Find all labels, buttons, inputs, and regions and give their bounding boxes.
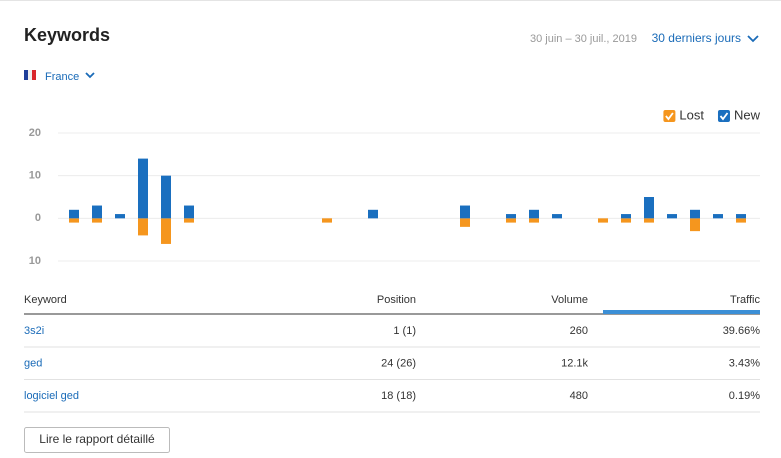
button-label[interactable]: Lire le rapport détaillé: [39, 432, 155, 446]
table-cell: 18 (18): [381, 390, 416, 402]
bar: [667, 214, 677, 219]
table-cell: 260: [570, 325, 588, 337]
bar: [644, 218, 654, 223]
country-dropdown[interactable]: France: [45, 71, 79, 83]
bar: [736, 218, 746, 223]
y-tick-label: 10: [29, 255, 41, 267]
legend-check: [665, 112, 674, 121]
column-header: Keyword: [24, 294, 67, 306]
bar: [736, 214, 746, 219]
bar: [552, 214, 562, 219]
bar: [460, 205, 470, 219]
legend-label: Lost: [679, 107, 704, 122]
bar: [621, 218, 631, 223]
date-range: 30 juin – 30 juil., 2019: [530, 33, 637, 45]
bar: [138, 158, 148, 219]
bar: [69, 209, 79, 219]
table-cell: 1 (1): [393, 325, 416, 337]
legend-checkbox[interactable]: [663, 110, 676, 122]
bar: [506, 214, 516, 219]
keyword-link[interactable]: ged: [24, 357, 42, 369]
bar: [713, 214, 723, 219]
bar: [138, 218, 148, 236]
bar: [598, 218, 608, 223]
bar: [184, 205, 194, 219]
column-header: Position: [377, 294, 416, 306]
keyword-link[interactable]: logiciel ged: [24, 390, 79, 402]
table-cell: 480: [570, 390, 588, 402]
bar: [621, 214, 631, 219]
table-cell: 39.66%: [723, 325, 761, 337]
y-tick-label: 10: [29, 170, 41, 182]
chevron: [747, 35, 759, 43]
y-tick-label: 0: [35, 212, 41, 224]
bar: [161, 175, 171, 219]
table-cell: 0.19%: [729, 390, 760, 402]
y-tick-label: 20: [29, 127, 41, 139]
column-header: Volume: [551, 294, 588, 306]
bar: [529, 209, 539, 219]
bar: [460, 218, 470, 227]
table-cell: 12.1k: [561, 357, 588, 369]
bar: [529, 218, 539, 223]
bar: [690, 218, 700, 232]
bar: [161, 218, 171, 244]
bar: [506, 218, 516, 223]
report-button[interactable]: [24, 427, 170, 453]
widget-title: Keywords: [24, 25, 110, 45]
bar: [184, 218, 194, 223]
chevron: [85, 72, 95, 79]
bar: [368, 209, 378, 219]
bar: [690, 209, 700, 219]
bar: [644, 197, 654, 219]
column-header: Traffic: [730, 294, 760, 306]
bar: [115, 214, 125, 219]
bar: [69, 218, 79, 223]
bar: [92, 205, 102, 219]
keyword-link[interactable]: 3s2i: [24, 325, 44, 337]
sort-indicator: [603, 310, 760, 314]
bar: [92, 218, 102, 223]
bar: [322, 218, 332, 223]
legend-checkbox[interactable]: [717, 110, 730, 122]
table-cell: 3.43%: [729, 357, 760, 369]
period-dropdown[interactable]: 30 derniers jours: [652, 31, 741, 45]
legend-label: New: [734, 107, 761, 122]
table-cell: 24 (26): [381, 357, 416, 369]
legend-check: [719, 112, 729, 121]
flag: [24, 70, 36, 80]
